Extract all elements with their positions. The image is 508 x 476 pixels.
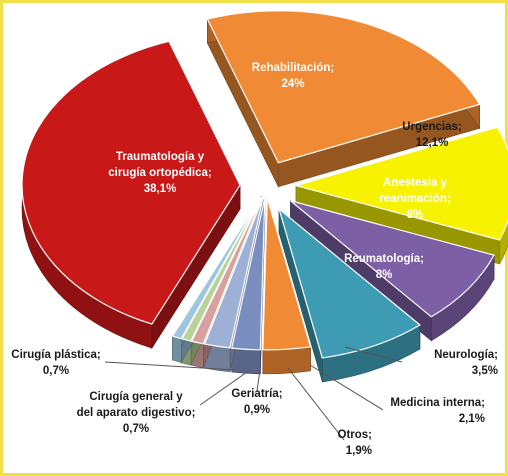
slice-value: 0,7% [123,423,149,435]
slice-label-urgencias: Urgencias; 12,1% [402,121,461,149]
slice-medicina-interna [231,197,266,351]
slice-label-rehabilitacion: Rehabilitación; 24% [252,62,334,90]
slice-label-otros: Otros; 1,9% [338,429,373,457]
slice-name: Urgencias; [402,121,461,133]
slice-rim-medicina-interna [231,347,261,375]
slice-name: Anestesia y [383,177,448,189]
slice-label-reumatologia: Reumatología; 8% [344,253,424,281]
leader-line-cirugia-plastica [104,361,236,371]
slice-name: Reumatología; [344,253,424,265]
slice-traumatologia-y-cirugia-ortopedica [21,40,241,325]
slice-label-cirugia-plastica: Cirugía plástica; 0,7% [11,349,100,377]
slice-name: reanimación; [379,193,451,205]
slice-tops [21,10,508,359]
slice-name: Neurología; [434,349,498,361]
leader-line-cirugia-general-y-del-aparato-digestivo [199,369,251,406]
slice-label-cirugia-general-y-del-aparato-digestivo: Cirugía general y del aparato digestivo; 0… [77,391,196,435]
slice-label-anestesia-y-reanimacion: Anestesia y reanimación; 8% [379,177,451,221]
slice-otros [203,197,264,349]
slice-labels: Rehabilitación; 24% Urgencias; 12,1% Anestes… [11,62,498,457]
slice-geriatria [190,197,263,345]
slice-reumatologia [277,207,421,359]
slice-label-medicina-interna: Medicina interna; 2,1% [390,397,485,425]
leader-lines [104,346,403,441]
slice-label-neurologia: Neurología; 3,5% [434,349,498,377]
slice-label-geriatria: Geriatría; 0,9% [231,388,282,416]
slice-rehabilitacion [206,10,481,164]
slice-value: 2,1% [459,413,485,425]
slice-name: Medicina interna; [390,397,485,409]
slice-name: Geriatría; [231,388,282,400]
slice-value: 12,1% [416,137,449,149]
slice-value: 38,1% [144,183,177,195]
slice-name: Traumatología y [116,151,205,163]
slice-rim-cirugia-plastica [172,335,182,363]
slice-value: 24% [281,78,304,90]
slice-urgencias [293,126,508,241]
slice-value: 8% [407,209,424,221]
slice-name: Otros; [338,429,373,441]
slice-name: del aparato digestivo; [77,407,196,419]
slice-value: 0,9% [244,404,270,416]
leader-line-otros [287,367,345,441]
leader-line-neurologia [344,346,403,363]
slice-name: Cirugía general y [89,391,183,403]
slice-value: 1,9% [346,445,372,457]
slice-name: cirugía ortopédica; [108,167,212,179]
leader-line-medicina-interna [309,364,384,411]
slice-cirugia-plastica [171,196,262,340]
slice-value: 0,7% [43,365,69,377]
slice-value: 8% [376,269,393,281]
slice-anestesia-y-reanimacion [290,200,495,318]
slice-name: Cirugía plástica; [11,349,100,361]
slice-name: Rehabilitación; [252,62,334,74]
slice-rim-neurologia [262,346,311,375]
slice-label-traumatologia-y-cirugia-ortopedica: Traumatología y cirugía ortopédica; 38,1% [108,151,212,195]
leader-line-geriatria [256,369,261,392]
slice-value: 3,5% [472,365,498,377]
slice-neurologia [262,197,312,351]
